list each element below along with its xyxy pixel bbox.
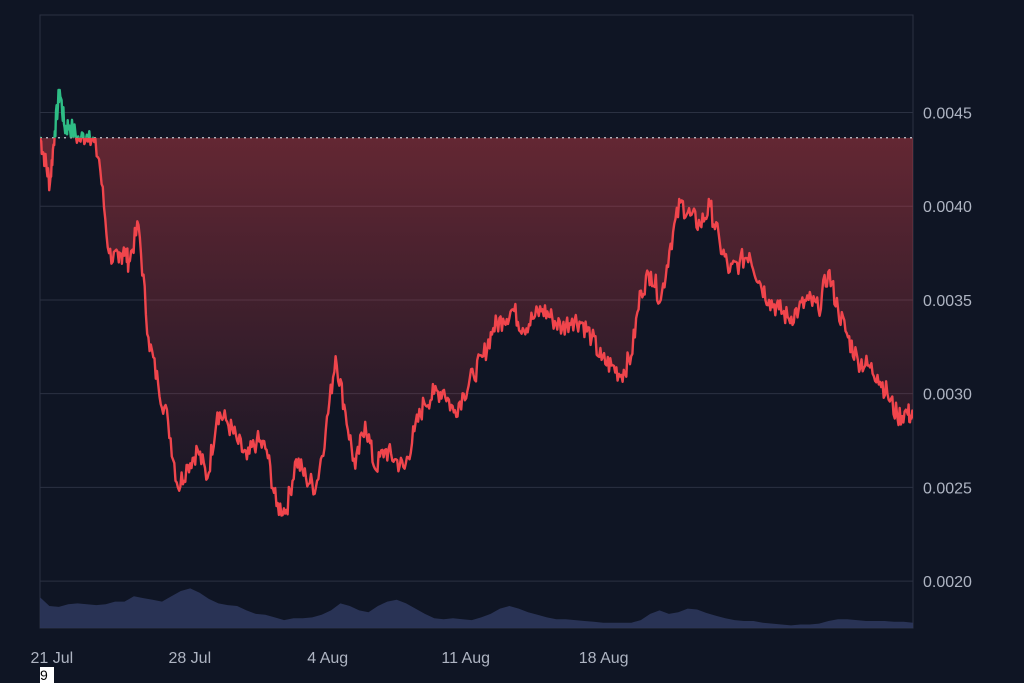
y-tick-label: 0.0045: [923, 105, 972, 122]
y-tick-label: 0.0025: [923, 480, 972, 497]
x-tick-label: 11 Aug: [441, 650, 490, 667]
y-tick-label: 0.0035: [923, 293, 972, 310]
price-line-below: [40, 137, 913, 517]
stray-label: 9: [40, 667, 54, 683]
price-fill-area: [40, 137, 913, 516]
x-tick-label: 4 Aug: [307, 650, 348, 667]
volume-area: [40, 588, 913, 628]
x-tick-label: 21 Jul: [31, 650, 74, 667]
y-tick-label: 0.0040: [923, 199, 972, 216]
x-tick-label: 28 Jul: [168, 650, 211, 667]
y-tick-label: 0.0020: [923, 574, 972, 591]
y-tick-label: 0.0030: [923, 387, 972, 404]
x-tick-label: 18 Aug: [579, 650, 629, 667]
